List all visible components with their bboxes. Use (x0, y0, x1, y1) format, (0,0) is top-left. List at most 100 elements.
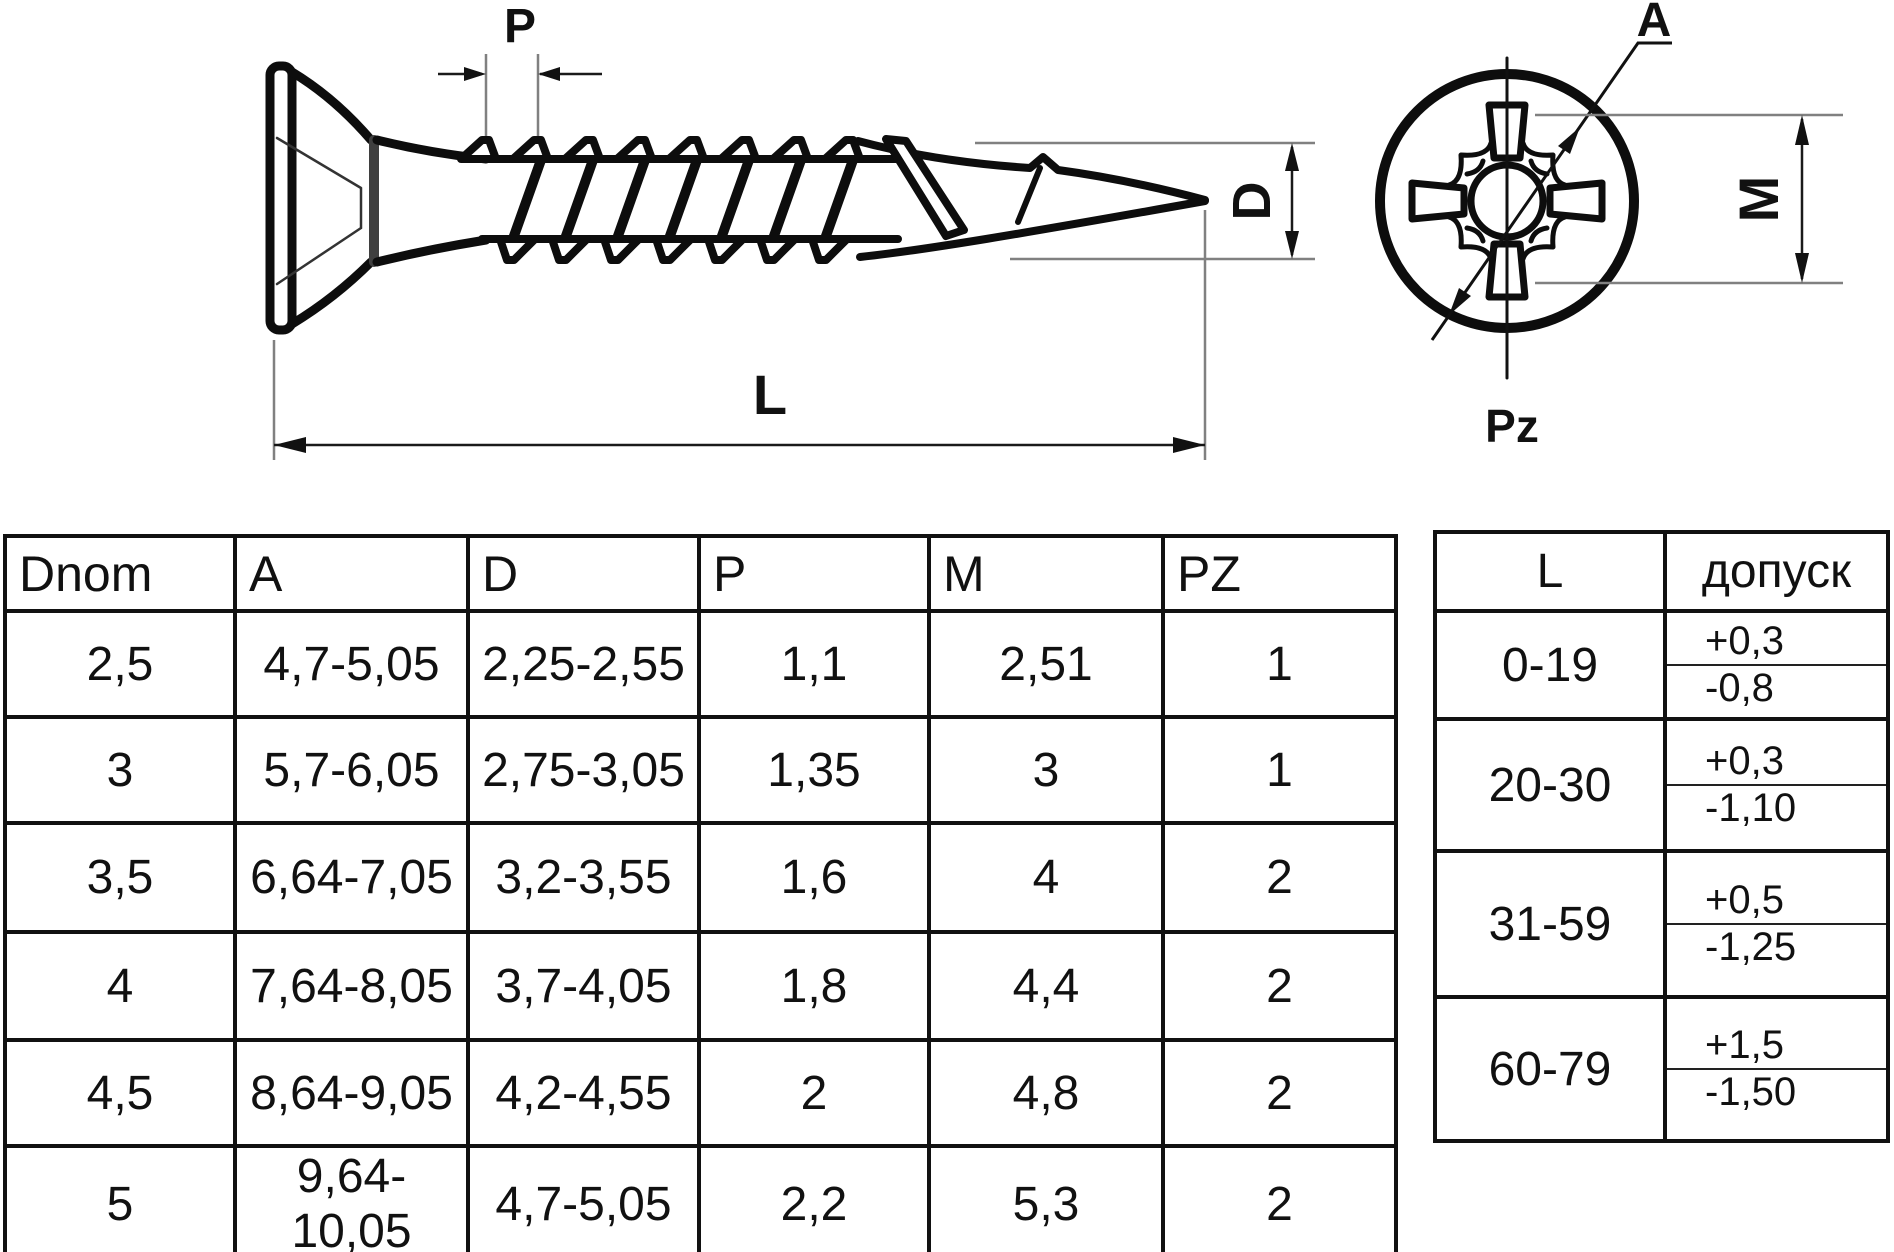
tolerance-cell: +0,3 -0,8 (1663, 609, 1890, 721)
screw-dimensions-table: Dnom A D P M PZ 2,5 4,7-5,05 2,25-2,55 1… (3, 534, 1398, 1252)
table-cell: 4,2-4,55 (466, 1038, 701, 1148)
table-row: 4,5 8,64-9,05 4,2-4,55 2 4,8 2 (3, 1038, 1398, 1148)
header-m: M (927, 534, 1165, 613)
table-cell: 3,5 (3, 821, 237, 934)
label-length: L (753, 363, 787, 426)
table-row: 3,5 6,64-7,05 3,2-3,55 1,6 4 2 (3, 821, 1398, 934)
table-cell: 2,5 (3, 609, 237, 719)
label-pitch: P (504, 0, 536, 53)
table-cell: 4,5 (3, 1038, 237, 1148)
table-cell: 4,7-5,05 (233, 609, 470, 719)
table-row: 60-79 +1,5 -1,50 (1433, 995, 1890, 1143)
table-cell: 3 (3, 715, 237, 825)
screw-side-view (265, 61, 1209, 335)
label-recess-diameter: A (1637, 0, 1672, 47)
table-cell: 5,7-6,05 (233, 715, 470, 825)
table-cell: 1,6 (697, 821, 931, 934)
dimension-diameter: D (975, 141, 1315, 261)
tolerance-minus: -1,10 (1705, 786, 1797, 830)
screw-tip-crest (882, 135, 968, 240)
table-cell: 2 (1161, 1144, 1398, 1252)
dimension-recess-diameter: A (1430, 0, 1672, 341)
screw-thread-flanks (504, 155, 858, 255)
header-a: A (233, 534, 470, 613)
screw-tip-bottom (856, 197, 1209, 261)
label-recess-width: M (1727, 176, 1790, 223)
length-range-cell: 0-19 (1433, 609, 1667, 721)
table-row: 2,5 4,7-5,05 2,25-2,55 1,1 2,51 1 (3, 609, 1398, 719)
header-length: L (1433, 530, 1667, 613)
table-cell: 6,64-7,05 (233, 821, 470, 934)
table-cell: 9,64-10,05 (233, 1144, 470, 1252)
header-pz: PZ (1161, 534, 1398, 613)
tolerance-plus: +0,5 (1669, 878, 1884, 925)
recess-flames (1446, 140, 1568, 262)
table-cell: 2 (1161, 821, 1398, 934)
table-cell: 1,1 (697, 609, 931, 719)
table-cell: 8,64-9,05 (233, 1038, 470, 1148)
table-cell: 3,2-3,55 (466, 821, 701, 934)
table-header-row: Dnom A D P M PZ (3, 534, 1398, 613)
tolerance-cell: +1,5 -1,50 (1663, 995, 1890, 1143)
label-drive-type: Pz (1485, 400, 1539, 452)
header-tolerance: допуск (1663, 530, 1890, 613)
header-d: D (466, 534, 701, 613)
table-cell: 2 (697, 1038, 931, 1148)
tolerance-plus: +0,3 (1669, 619, 1884, 666)
label-diameter: D (1222, 182, 1282, 221)
tolerance-minus: -1,25 (1705, 925, 1797, 969)
screw-head-face (265, 61, 297, 335)
table-cell: 2,75-3,05 (466, 715, 701, 825)
screw-thread-crests-bottom (496, 235, 851, 264)
table-cell: 2,25-2,55 (466, 609, 701, 719)
table-cell: 2 (1161, 930, 1398, 1042)
table-cell: 1,35 (697, 715, 931, 825)
table-cell: 2,51 (927, 609, 1165, 719)
length-range-cell: 60-79 (1433, 995, 1667, 1143)
screw-head-cone-bottom (287, 257, 376, 329)
table-cell: 3,7-4,05 (466, 930, 701, 1042)
tolerance-plus: +0,3 (1669, 739, 1884, 786)
table-cell: 4 (927, 821, 1165, 934)
screw-drawing: P L D (265, 0, 1843, 460)
table-header-row: L допуск (1433, 530, 1890, 613)
dimension-length: L (272, 210, 1207, 460)
table-cell: 4,8 (927, 1038, 1165, 1148)
length-tolerance-table: L допуск 0-19 +0,3 -0,8 20-30 +0,3 -1,10… (1433, 530, 1890, 1143)
length-range-cell: 31-59 (1433, 849, 1667, 999)
table-row: 31-59 +0,5 -1,25 (1433, 849, 1890, 999)
table-cell: 5,3 (927, 1144, 1165, 1252)
table-cell: 4,7-5,05 (466, 1144, 701, 1252)
screw-tip-flank (1015, 165, 1043, 225)
tolerance-plus: +1,5 (1669, 1023, 1884, 1070)
table-cell: 7,64-8,05 (233, 930, 470, 1042)
table-cell: 4 (3, 930, 237, 1042)
screw-neck-bottom (372, 235, 491, 267)
table-row: 0-19 +0,3 -0,8 (1433, 609, 1890, 721)
length-range-cell: 20-30 (1433, 717, 1667, 853)
table-row: 5 9,64-10,05 4,7-5,05 2,2 5,3 2 (3, 1144, 1398, 1252)
table-cell: 3 (927, 715, 1165, 825)
table-row: 3 5,7-6,05 2,75-3,05 1,35 3 1 (3, 715, 1398, 825)
table-cell: 2 (1161, 1038, 1398, 1148)
table-cell: 1 (1161, 609, 1398, 719)
screw-head-cone-top (287, 67, 376, 145)
dimension-pitch: P (438, 0, 602, 136)
tolerance-minus: -0,8 (1705, 666, 1774, 710)
screw-thread-crests-top (457, 136, 864, 163)
dimension-recess-width: M (1535, 113, 1843, 285)
screw-head-inner-lines (275, 136, 363, 286)
table-row: 20-30 +0,3 -1,10 (1433, 717, 1890, 853)
header-p: P (697, 534, 931, 613)
table-row: 4 7,64-8,05 3,7-4,05 1,8 4,4 2 (3, 930, 1398, 1042)
tolerance-minus: -1,50 (1705, 1070, 1797, 1114)
table-cell: 5 (3, 1144, 237, 1252)
table-cell: 1 (1161, 715, 1398, 825)
table-cell: 1,8 (697, 930, 931, 1042)
tolerance-cell: +0,3 -1,10 (1663, 717, 1890, 853)
table-cell: 2,2 (697, 1144, 931, 1252)
table-cell: 4,4 (927, 930, 1165, 1042)
header-dnom: Dnom (3, 534, 237, 613)
tolerance-cell: +0,5 -1,25 (1663, 849, 1890, 999)
